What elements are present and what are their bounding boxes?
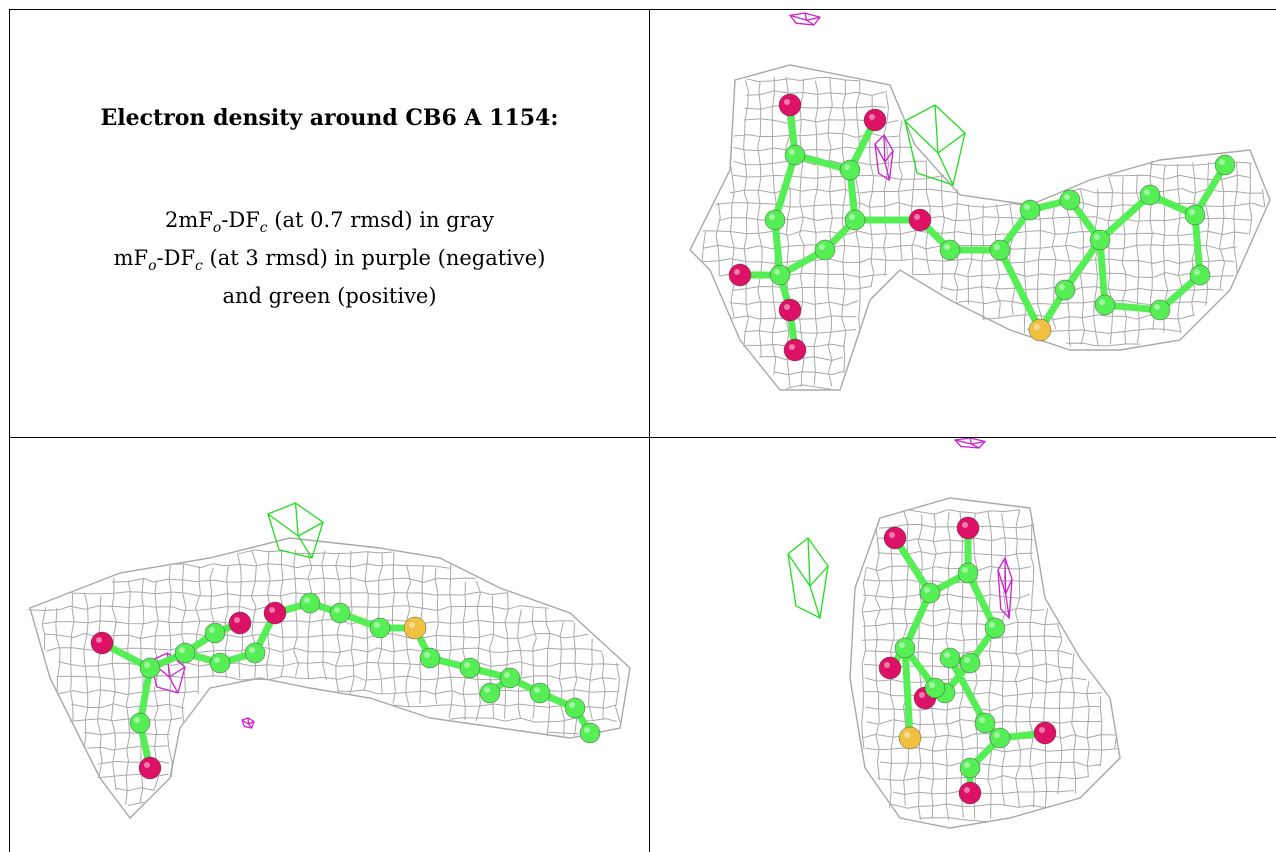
carbon-atom xyxy=(984,617,1006,639)
carbon-atom xyxy=(764,209,786,231)
carbon-atom xyxy=(957,562,979,584)
negative-density-1b xyxy=(788,12,822,26)
legend-line-1: 2mFo-DFc (at 0.7 rmsd) in gray xyxy=(164,208,495,237)
bond xyxy=(1096,236,1109,309)
legend-line-2: mFo-DFc (at 3 rmsd) in purple (negative) xyxy=(113,246,546,275)
sulfur-atom xyxy=(898,726,922,750)
carbon-atom xyxy=(459,657,481,679)
ligand-view-3 xyxy=(878,516,1057,805)
center-divider xyxy=(649,9,650,852)
oxygen-atom xyxy=(883,526,907,550)
bond xyxy=(901,644,914,742)
legend-text: 2mFo-DFc (at 0.7 rmsd) in gray mFo-DFc (… xyxy=(10,205,649,311)
carbon-atom xyxy=(479,682,501,704)
carbon-atom xyxy=(329,602,351,624)
oxygen-atom xyxy=(958,781,982,805)
carbon-atom xyxy=(959,652,981,674)
carbon-atom xyxy=(894,637,916,659)
carbon-atom xyxy=(129,712,151,734)
bond xyxy=(964,569,999,632)
carbon-atom xyxy=(579,722,601,744)
positive-density-2 xyxy=(267,502,324,559)
carbon-atom xyxy=(784,144,806,166)
carbon-atom xyxy=(989,239,1011,261)
carbon-atom xyxy=(1214,154,1236,176)
density-view-1-image xyxy=(689,12,1271,391)
legend-line-3: and green (positive) xyxy=(222,284,437,309)
bond xyxy=(946,654,989,727)
carbon-atom xyxy=(1139,184,1161,206)
carbon-atom xyxy=(499,667,521,689)
oxygen-atom xyxy=(728,263,752,287)
oxygen-atom xyxy=(778,298,802,322)
bond xyxy=(771,151,799,224)
oxygen-atom xyxy=(783,338,807,362)
carbon-atom xyxy=(839,159,861,181)
caption-cell: Electron density around CB6 A 1154: 2mFo… xyxy=(10,10,649,437)
carbon-atom xyxy=(209,652,231,674)
left-border xyxy=(9,9,10,852)
density-view-3 xyxy=(650,438,1276,852)
carbon-atom xyxy=(419,647,441,669)
mesh-view-2 xyxy=(27,537,631,820)
carbon-atom xyxy=(174,642,196,664)
ligand-view-2 xyxy=(90,592,601,780)
carbon-atom xyxy=(564,697,586,719)
negative-density-1 xyxy=(874,133,894,182)
carbon-atom xyxy=(769,264,791,286)
figure-grid: Electron density around CB6 A 1154: 2mFo… xyxy=(9,9,1276,852)
carbon-atom xyxy=(959,757,981,779)
carbon-atom xyxy=(1089,229,1111,251)
carbon-atom xyxy=(924,677,946,699)
oxygen-atom xyxy=(228,611,252,635)
carbon-atom xyxy=(1149,299,1171,321)
carbon-atom xyxy=(814,239,836,261)
top-border xyxy=(9,9,1276,10)
density-view-3-image xyxy=(787,438,1121,829)
oxygen-atom xyxy=(138,756,162,780)
carbon-atom xyxy=(1019,199,1041,221)
negative-density-3b xyxy=(953,438,987,449)
carbon-atom xyxy=(919,582,941,604)
carbon-atom xyxy=(1094,294,1116,316)
positive-density-3 xyxy=(787,537,829,619)
carbon-atom xyxy=(1184,204,1206,226)
carbon-atom xyxy=(844,209,866,231)
carbon-atom xyxy=(139,657,161,679)
oxygen-atom xyxy=(1033,721,1057,745)
carbon-atom xyxy=(939,647,961,669)
density-view-2-image xyxy=(27,502,631,820)
carbon-atom xyxy=(1054,279,1076,301)
carbon-atom xyxy=(939,239,961,261)
oxygen-atom xyxy=(908,208,932,232)
oxygen-atom xyxy=(90,631,114,655)
bond xyxy=(996,246,1044,334)
oxygen-atom xyxy=(956,516,980,540)
bond xyxy=(1096,191,1154,244)
middle-divider xyxy=(9,437,1276,438)
oxygen-atom xyxy=(863,108,887,132)
carbon-atom xyxy=(974,712,996,734)
figure-title: Electron density around CB6 A 1154: xyxy=(100,105,559,131)
carbon-atom xyxy=(989,727,1011,749)
negative-density-2b xyxy=(241,717,255,729)
positive-density-1 xyxy=(904,104,966,186)
carbon-atom xyxy=(529,682,551,704)
density-view-1 xyxy=(650,10,1276,437)
carbon-atom xyxy=(369,617,391,639)
carbon-atom xyxy=(244,642,266,664)
carbon-atom xyxy=(1059,189,1081,211)
ligand-view-1 xyxy=(728,93,1236,362)
carbon-atom xyxy=(204,622,226,644)
sulfur-atom xyxy=(403,616,427,640)
carbon-atom xyxy=(1189,264,1211,286)
oxygen-atom xyxy=(778,93,802,117)
negative-density-3 xyxy=(997,556,1013,620)
negative-density-2 xyxy=(149,652,186,694)
density-view-2 xyxy=(10,438,649,852)
sulfur-atom xyxy=(1028,318,1052,342)
oxygen-atom xyxy=(878,656,902,680)
carbon-atom xyxy=(299,592,321,614)
oxygen-atom xyxy=(263,601,287,625)
